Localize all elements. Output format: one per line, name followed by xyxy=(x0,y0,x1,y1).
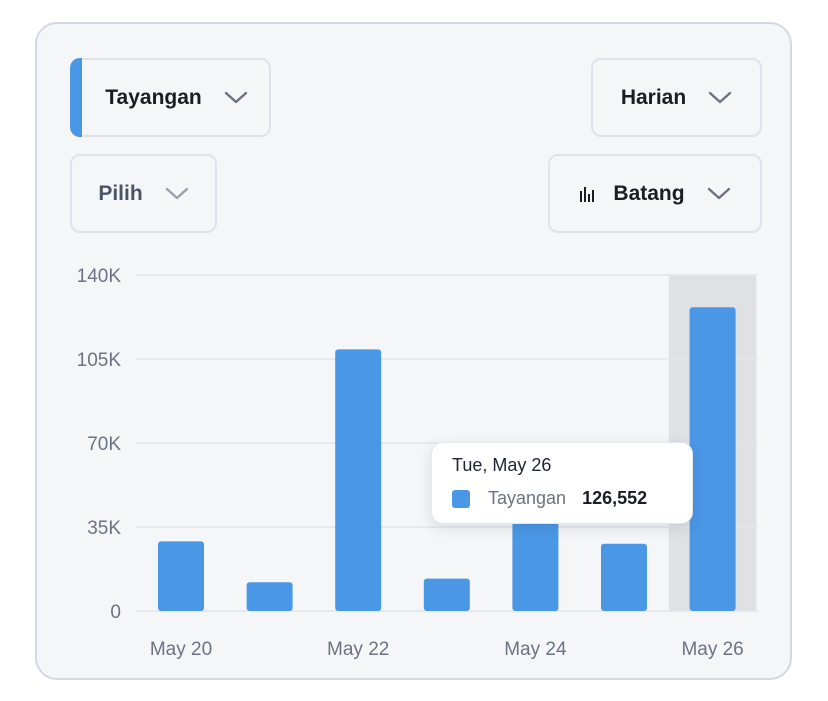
y-tick-label: 105K xyxy=(77,350,122,371)
bar xyxy=(689,307,736,611)
bar xyxy=(601,543,647,611)
tooltip-series-name: Tayangan xyxy=(488,488,567,508)
period-dropdown[interactable]: Harian xyxy=(591,58,762,137)
bar xyxy=(158,541,204,611)
x-tick-label: May 24 xyxy=(504,639,567,660)
y-tick-label: 35K xyxy=(87,518,121,539)
x-tick-label: May 26 xyxy=(681,639,743,660)
x-tick-label: May 20 xyxy=(150,639,212,660)
picker-dropdown-label: Pilih xyxy=(98,181,143,205)
bar xyxy=(512,522,559,611)
tooltip-value: 126,552 xyxy=(582,488,648,508)
y-tick-label: 0 xyxy=(110,602,121,623)
metric-dropdown-label: Tayangan xyxy=(105,85,202,109)
chevron-down-icon xyxy=(708,91,732,105)
chart-type-dropdown-label: Batang xyxy=(613,181,685,205)
bar-chart-icon xyxy=(579,186,597,202)
bar xyxy=(335,349,382,611)
chevron-down-icon xyxy=(224,91,248,105)
y-tick-label: 140K xyxy=(77,266,122,287)
chevron-down-icon xyxy=(707,187,731,201)
chart-tooltip: Tue, May 26 Tayangan 126,552 xyxy=(431,442,693,524)
metric-color-indicator xyxy=(70,58,82,137)
tooltip-row: Tayangan 126,552 xyxy=(452,488,672,509)
metric-dropdown[interactable]: Tayangan xyxy=(70,58,271,137)
x-tick-label: May 22 xyxy=(327,639,389,660)
compare-picker-dropdown[interactable]: Pilih xyxy=(70,154,217,233)
period-dropdown-label: Harian xyxy=(620,85,687,109)
chart-card: Tayangan Harian Pilih Batang 0 35K xyxy=(35,22,792,680)
bar-chart: 0 35K 70K 105K 140K May 20 May 22 May 24 May 26 xyxy=(77,266,758,660)
chart-type-dropdown[interactable]: Batang xyxy=(548,154,762,233)
tooltip-date: Tue, May 26 xyxy=(452,455,552,475)
y-tick-label: 70K xyxy=(87,434,121,455)
bar xyxy=(246,582,293,611)
bar xyxy=(423,578,470,611)
chevron-down-icon xyxy=(165,187,189,201)
tooltip-series-swatch xyxy=(452,489,470,508)
